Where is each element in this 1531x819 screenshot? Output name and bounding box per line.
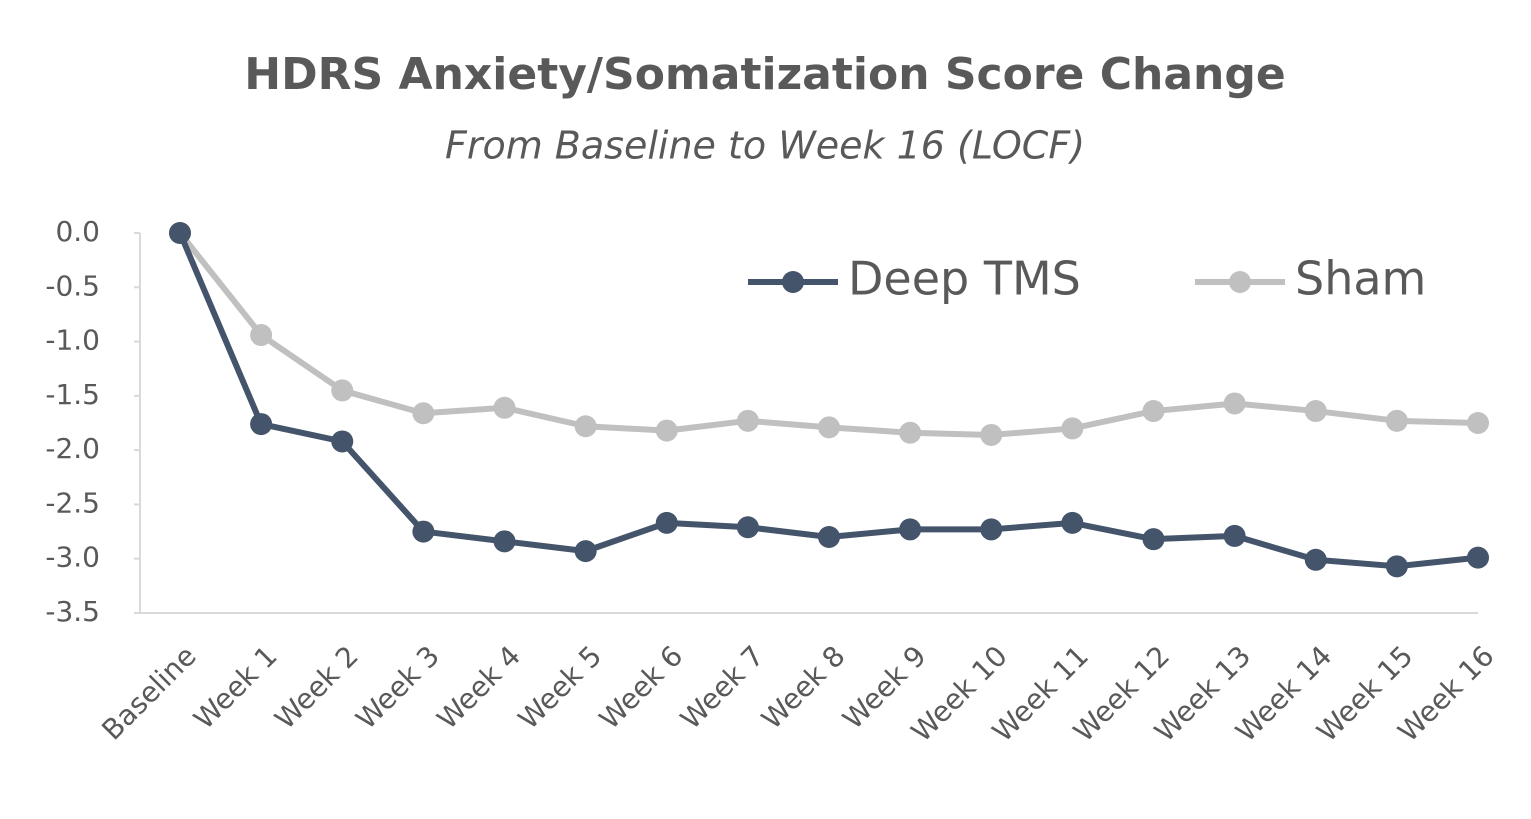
data-point [412, 520, 435, 543]
series-line [177, 231, 1479, 438]
y-tick-label: -0.5 [45, 269, 100, 302]
data-point [493, 396, 516, 419]
data-point [818, 416, 840, 439]
data-point [412, 402, 435, 425]
legend-label: Deep TMS [848, 252, 1081, 306]
y-tick-label: -3.0 [45, 541, 100, 574]
data-point [1385, 409, 1408, 432]
chart-subtitle: From Baseline to Week 16 (LOCF) [445, 124, 1085, 168]
y-tick-label: -2.0 [45, 432, 100, 465]
x-tick-label: Week 3 [350, 639, 446, 735]
data-point [1142, 528, 1165, 551]
chart-title: HDRS Anxiety/Somatization Score Change [244, 49, 1285, 100]
data-point [736, 516, 759, 539]
legend-label: Sham [1295, 252, 1426, 306]
data-point [1061, 511, 1084, 534]
data-point [331, 379, 354, 402]
y-tick-label: -3.5 [45, 595, 100, 628]
data-point [169, 222, 191, 244]
data-point [899, 421, 922, 444]
legend-marker [782, 271, 804, 293]
data-point [655, 511, 678, 534]
data-point [655, 419, 678, 442]
data-point [980, 518, 1003, 541]
data-point [1304, 548, 1327, 571]
data-point [574, 540, 597, 563]
data-point [736, 409, 759, 432]
x-tick-label: Week 6 [593, 639, 689, 735]
data-point [250, 413, 273, 436]
data-point [1142, 400, 1165, 423]
data-point [980, 423, 1003, 446]
legend-marker [1229, 271, 1251, 293]
data-point [1467, 412, 1489, 434]
data-point [1061, 417, 1084, 440]
data-point [818, 526, 840, 548]
data-point [1304, 400, 1327, 423]
y-tick-label: -1.0 [45, 324, 100, 357]
y-tick-label: -1.5 [45, 378, 100, 411]
data-point [1223, 524, 1246, 547]
data-point [1223, 392, 1246, 415]
x-tick-label: Baseline [95, 639, 202, 746]
x-tick-label: Week 1 [187, 639, 283, 735]
x-tick-label: Week 5 [512, 639, 608, 735]
x-tick-label: Week 4 [431, 639, 527, 735]
y-tick-label: 0.0 [55, 215, 100, 248]
data-point [899, 518, 922, 541]
data-point [1385, 555, 1408, 578]
data-point [250, 324, 273, 347]
x-tick-label: Week 2 [268, 639, 364, 735]
x-tick-label: Week 7 [674, 639, 770, 735]
x-tick-label: Week 8 [755, 639, 851, 735]
data-point [574, 415, 597, 438]
data-point [1467, 546, 1489, 569]
y-tick-label: -2.5 [45, 486, 100, 519]
data-point [493, 530, 516, 553]
data-point [331, 430, 354, 453]
